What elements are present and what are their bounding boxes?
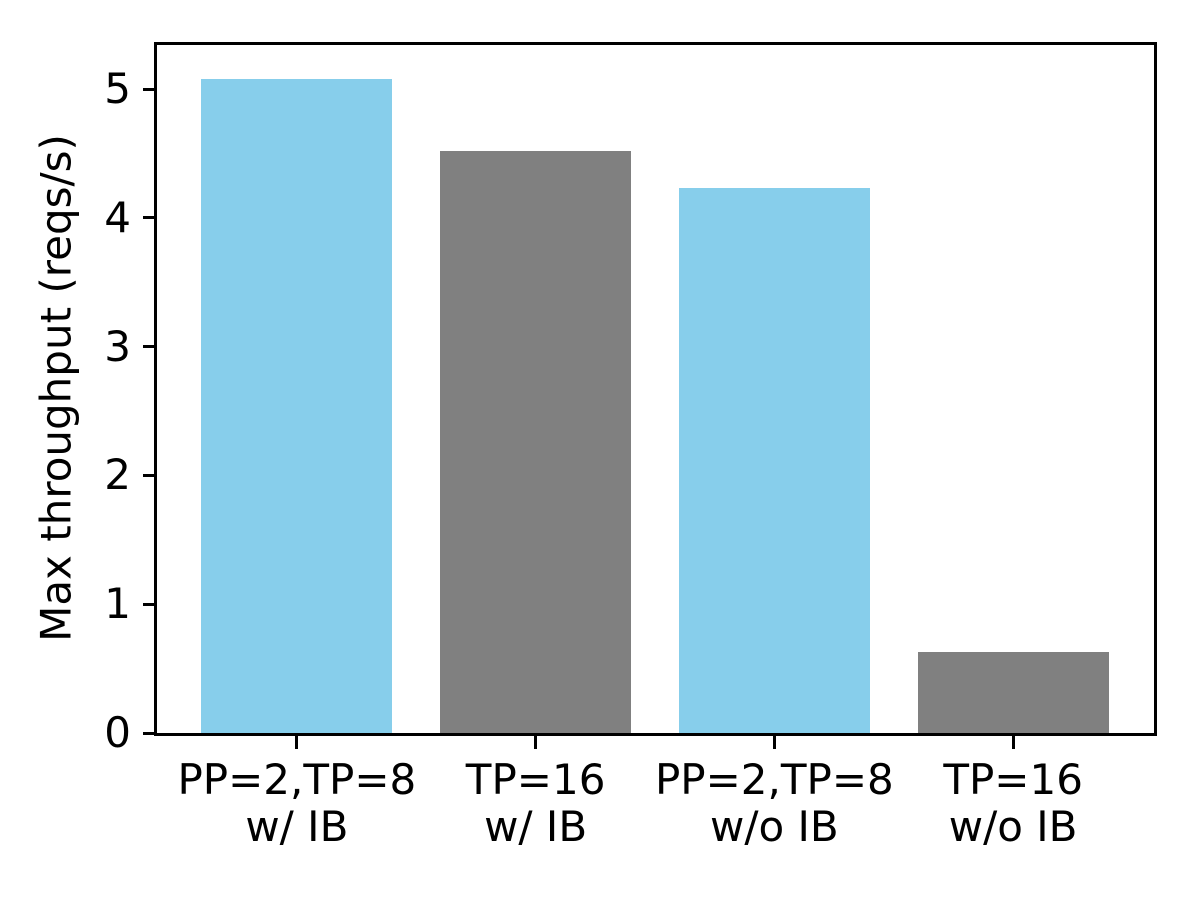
bar: [201, 78, 393, 733]
x-tick-label-line: w/o IB: [710, 802, 839, 851]
x-tick-label-line: w/o IB: [948, 802, 1078, 851]
y-tick-label: 3: [104, 321, 131, 371]
x-tick-label-line: PP=2,TP=8: [654, 755, 894, 804]
bar: [917, 651, 1109, 733]
y-tick: [143, 602, 156, 606]
x-tick: [1011, 736, 1015, 749]
y-tick-label: 0: [104, 708, 131, 757]
y-tick-label: 1: [104, 579, 131, 629]
x-tick-label-line: w/ IB: [245, 802, 349, 851]
x-tick-label: TP=16 w/o IB: [853, 756, 1173, 850]
y-tick: [143, 216, 156, 220]
x-tick-label: TP=16 w/ IB: [376, 756, 696, 850]
y-tick-label: 4: [104, 192, 131, 242]
y-tick: [143, 731, 156, 735]
x-tick-label-line: w/ IB: [484, 802, 588, 851]
x-tick: [534, 736, 538, 749]
x-tick: [295, 736, 299, 749]
y-tick-label: 5: [104, 64, 131, 114]
y-tick: [143, 345, 156, 349]
bar: [440, 150, 632, 733]
x-tick-label-line: TP=16: [943, 755, 1083, 804]
x-tick: [772, 736, 776, 749]
bar: [678, 188, 870, 733]
y-tick: [143, 87, 156, 91]
x-tick-label: PP=2,TP=8 w/o IB: [614, 756, 934, 850]
y-tick: [143, 473, 156, 477]
x-tick-label: PP=2,TP=8 w/ IB: [137, 756, 457, 850]
y-axis-label: Max throughput (reqs/s): [31, 134, 81, 642]
plot-area: [154, 42, 1157, 736]
y-tick-label: 2: [104, 450, 131, 500]
x-tick-label-line: TP=16: [465, 755, 606, 804]
x-tick-label-line: PP=2,TP=8: [177, 755, 417, 804]
